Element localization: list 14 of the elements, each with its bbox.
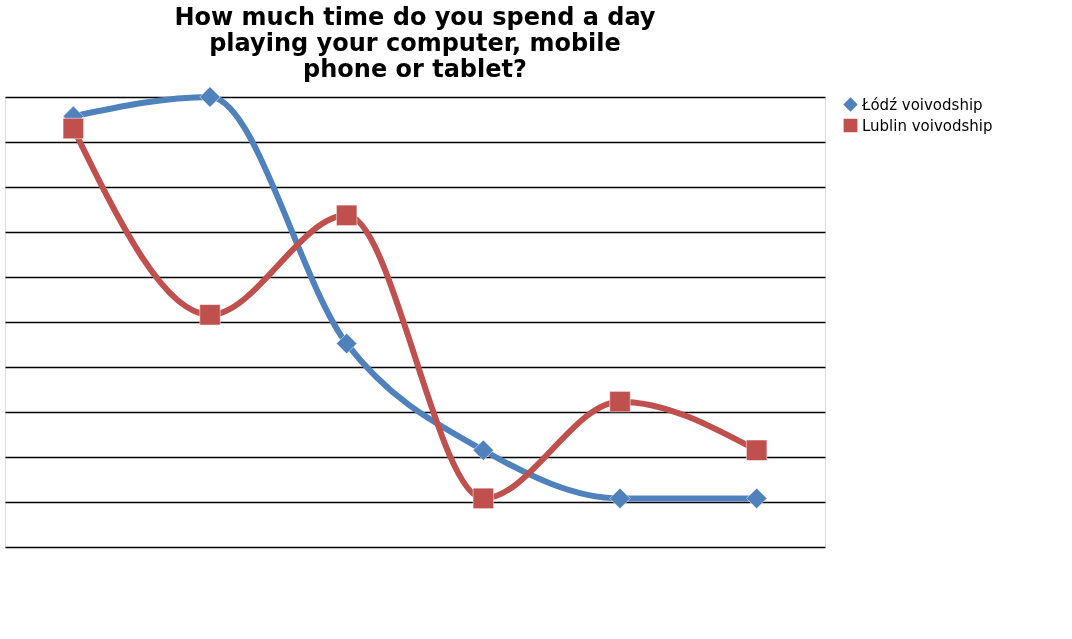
point xyxy=(336,204,358,226)
point xyxy=(336,333,358,355)
point xyxy=(472,487,494,509)
point xyxy=(62,118,84,139)
point xyxy=(199,304,221,326)
point xyxy=(199,86,221,108)
point xyxy=(609,391,631,413)
point xyxy=(746,439,768,461)
point xyxy=(609,487,631,509)
chart-title: How much time do you spend a day playing your computer, mobile phone or tablet? xyxy=(174,2,656,83)
point xyxy=(472,439,494,461)
legend-label: Łódź voivodship xyxy=(861,95,983,114)
legend-label: Lublin voivodship xyxy=(862,116,993,135)
point xyxy=(746,487,768,509)
